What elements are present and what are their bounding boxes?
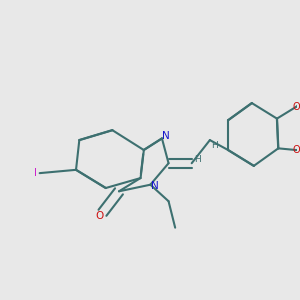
Text: O: O xyxy=(293,102,300,112)
Text: H: H xyxy=(194,155,201,164)
Text: O: O xyxy=(293,145,300,155)
Text: N: N xyxy=(162,131,170,141)
Text: H: H xyxy=(212,140,218,149)
Text: N: N xyxy=(152,181,159,191)
Text: O: O xyxy=(95,211,104,221)
Text: I: I xyxy=(34,168,37,178)
